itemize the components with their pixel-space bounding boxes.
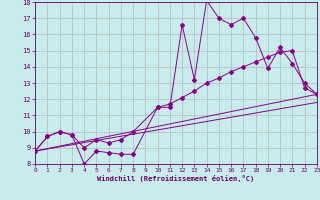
X-axis label: Windchill (Refroidissement éolien,°C): Windchill (Refroidissement éolien,°C): [97, 175, 255, 182]
